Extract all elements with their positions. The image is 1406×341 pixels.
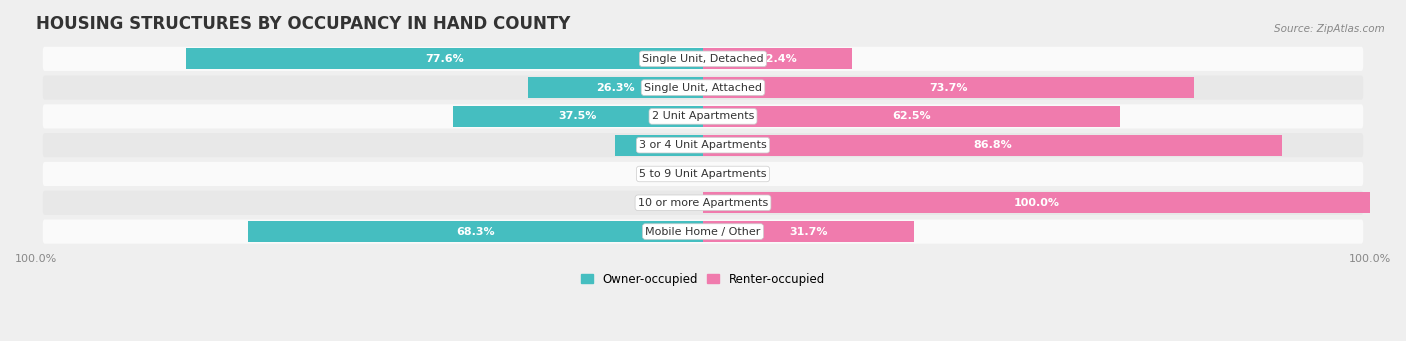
Text: 0.0%: 0.0% bbox=[723, 169, 751, 179]
FancyBboxPatch shape bbox=[42, 47, 1364, 71]
Text: 73.7%: 73.7% bbox=[929, 83, 967, 93]
Bar bbox=[703, 77, 1195, 98]
Bar bbox=[703, 135, 1282, 155]
FancyBboxPatch shape bbox=[42, 75, 1364, 100]
Text: 31.7%: 31.7% bbox=[789, 226, 828, 237]
Text: 86.8%: 86.8% bbox=[973, 140, 1012, 150]
FancyBboxPatch shape bbox=[42, 133, 1364, 157]
FancyBboxPatch shape bbox=[42, 191, 1364, 215]
Text: 13.2%: 13.2% bbox=[640, 140, 678, 150]
Text: 3 or 4 Unit Apartments: 3 or 4 Unit Apartments bbox=[640, 140, 766, 150]
FancyBboxPatch shape bbox=[42, 162, 1364, 186]
Text: 62.5%: 62.5% bbox=[891, 112, 931, 121]
Bar bbox=[703, 192, 1369, 213]
Bar bbox=[614, 135, 703, 155]
Bar bbox=[186, 48, 703, 69]
Text: 37.5%: 37.5% bbox=[558, 112, 598, 121]
Text: 100.0%: 100.0% bbox=[1014, 198, 1060, 208]
Text: 0.0%: 0.0% bbox=[655, 169, 683, 179]
Text: 22.4%: 22.4% bbox=[758, 54, 797, 64]
Bar bbox=[703, 48, 852, 69]
FancyBboxPatch shape bbox=[42, 220, 1364, 244]
Bar bbox=[453, 106, 703, 127]
Text: Single Unit, Attached: Single Unit, Attached bbox=[644, 83, 762, 93]
Text: 0.0%: 0.0% bbox=[655, 198, 683, 208]
FancyBboxPatch shape bbox=[42, 104, 1364, 129]
Text: 77.6%: 77.6% bbox=[425, 54, 464, 64]
Bar bbox=[247, 221, 703, 242]
Text: HOUSING STRUCTURES BY OCCUPANCY IN HAND COUNTY: HOUSING STRUCTURES BY OCCUPANCY IN HAND … bbox=[37, 15, 571, 33]
Text: 68.3%: 68.3% bbox=[456, 226, 495, 237]
Text: 10 or more Apartments: 10 or more Apartments bbox=[638, 198, 768, 208]
Text: Single Unit, Detached: Single Unit, Detached bbox=[643, 54, 763, 64]
Text: 26.3%: 26.3% bbox=[596, 83, 634, 93]
Bar bbox=[703, 221, 914, 242]
Text: 5 to 9 Unit Apartments: 5 to 9 Unit Apartments bbox=[640, 169, 766, 179]
Bar bbox=[527, 77, 703, 98]
Legend: Owner-occupied, Renter-occupied: Owner-occupied, Renter-occupied bbox=[576, 268, 830, 291]
Text: Mobile Home / Other: Mobile Home / Other bbox=[645, 226, 761, 237]
Bar bbox=[703, 106, 1119, 127]
Text: 2 Unit Apartments: 2 Unit Apartments bbox=[652, 112, 754, 121]
Text: Source: ZipAtlas.com: Source: ZipAtlas.com bbox=[1274, 24, 1385, 34]
